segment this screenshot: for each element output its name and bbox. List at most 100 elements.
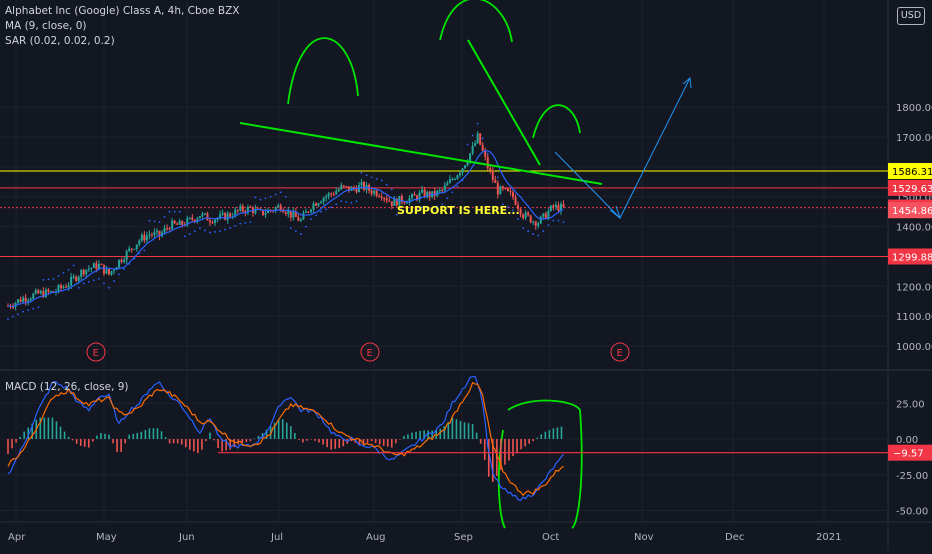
- candle-body: [509, 191, 512, 193]
- macd-histogram-bar: [548, 429, 551, 439]
- sar-dot: [123, 268, 126, 271]
- sar-dot: [431, 207, 434, 210]
- sar-dot: [199, 227, 201, 229]
- currency-button[interactable]: USD: [897, 7, 925, 25]
- ma-indicator-label[interactable]: MA (9, close, 0): [5, 20, 87, 32]
- candle-body: [426, 191, 429, 198]
- candle-body: [198, 216, 201, 219]
- level-label-bg: [888, 202, 932, 219]
- macd-histogram-bar: [492, 439, 494, 482]
- macd-tick-label: 25.00: [896, 399, 925, 410]
- candle-body: [22, 297, 25, 302]
- candle-body: [373, 190, 376, 194]
- macd-histogram-bar: [201, 439, 203, 450]
- left-shoulder-arc: [287, 37, 359, 105]
- candle-body: [347, 186, 350, 191]
- level-label: 1529.63: [892, 184, 932, 195]
- candle-body: [433, 191, 436, 196]
- macd-histogram-bar: [205, 439, 207, 442]
- macd-histogram-bar: [399, 439, 401, 440]
- macd-histogram-bar: [273, 422, 276, 439]
- earnings-marker[interactable]: [360, 342, 380, 362]
- macd-histogram-bar: [116, 439, 118, 452]
- level-label-bg: [888, 179, 932, 196]
- sar-dot: [395, 213, 398, 216]
- candle-body: [239, 206, 242, 211]
- sar-dot: [193, 230, 196, 232]
- candle-body: [481, 144, 484, 151]
- sar-dot: [355, 200, 358, 203]
- macd-histogram-bar: [152, 428, 155, 439]
- candle-body: [458, 172, 461, 176]
- candle-body: [542, 213, 545, 217]
- macd-histogram-bar: [112, 439, 114, 444]
- candle-body: [42, 291, 45, 298]
- macd-histogram-bar: [213, 439, 215, 441]
- earnings-marker[interactable]: [86, 342, 106, 362]
- macd-histogram-bar: [479, 439, 482, 444]
- candle-body: [544, 213, 547, 219]
- sar-dot: [92, 279, 95, 282]
- macd-histogram-bar: [88, 439, 90, 448]
- candle-body: [527, 212, 530, 216]
- candle-body: [418, 192, 421, 200]
- sar-dot: [461, 179, 464, 182]
- candle-body: [474, 143, 477, 146]
- earnings-marker[interactable]: [610, 342, 630, 362]
- macd-histogram-bar: [164, 437, 167, 439]
- macd-histogram-bar: [241, 439, 244, 443]
- macd-indicator-label[interactable]: MACD (12, 26, close, 9): [5, 381, 129, 393]
- macd-histogram-bar: [92, 439, 94, 442]
- candle-body: [446, 183, 449, 186]
- sar-dot: [214, 230, 216, 233]
- sar-dot: [209, 231, 211, 234]
- level-label-bg: [888, 248, 932, 265]
- sar-dot: [103, 282, 105, 285]
- sar-dot: [188, 233, 191, 235]
- sar-dot: [446, 197, 449, 200]
- macd-histogram-bar: [172, 439, 175, 444]
- macd-panel-plot: [7, 375, 888, 502]
- candle-body: [62, 286, 65, 288]
- candle-body: [166, 228, 169, 230]
- candle-body: [529, 215, 532, 223]
- signal-line: [7, 381, 564, 497]
- candle-body: [186, 218, 189, 226]
- candle-body: [363, 182, 366, 190]
- candle-body: [375, 190, 378, 196]
- candle-body: [383, 198, 386, 200]
- candle-body: [27, 300, 30, 302]
- candle-body: [92, 263, 95, 268]
- macd-histogram-bar: [467, 423, 470, 439]
- macd-histogram-bar: [249, 439, 252, 442]
- candle-body: [479, 133, 482, 145]
- candle-body: [554, 204, 557, 208]
- sar-dot: [289, 227, 292, 229]
- sar-dot: [547, 224, 550, 227]
- candle-body: [57, 285, 60, 292]
- candle-body: [219, 214, 222, 219]
- candle-body: [14, 302, 17, 307]
- candle-body: [72, 276, 75, 278]
- sar-dot: [118, 273, 120, 276]
- candle-body: [436, 190, 439, 196]
- candle-body: [236, 209, 239, 211]
- sar-dot: [62, 271, 65, 274]
- level-label: 1454.86: [892, 206, 932, 217]
- sar-dot: [244, 221, 247, 224]
- macd-histogram-bar: [100, 432, 102, 439]
- sar-indicator-label[interactable]: SAR (0.02, 0.02, 0.2): [5, 35, 115, 47]
- candle-body: [241, 206, 244, 212]
- sar-dot: [305, 225, 307, 228]
- candle-body: [506, 188, 509, 192]
- candle-body: [178, 220, 181, 225]
- sar-dot: [37, 306, 40, 309]
- macd-histogram-bar: [31, 423, 34, 439]
- candle-body: [532, 221, 535, 223]
- candle-body: [287, 210, 290, 214]
- candle-body: [145, 235, 148, 241]
- candle-body: [378, 195, 381, 197]
